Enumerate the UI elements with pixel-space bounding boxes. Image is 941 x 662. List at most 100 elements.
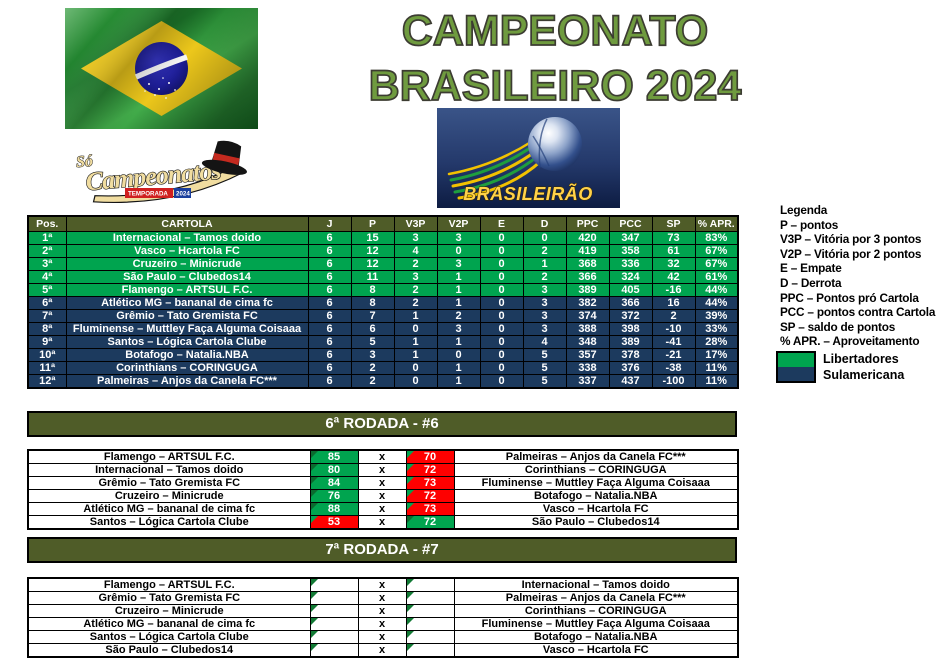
home-score-cell: 53	[309, 515, 359, 530]
e-cell: 0	[479, 295, 524, 310]
away-team-cell: Fluminense – Muttley Faça Alguma Coisaaa	[453, 476, 739, 490]
j-cell: 6	[307, 347, 352, 362]
team-cell: Flamengo – ARTSUL F.C.	[65, 282, 309, 297]
home-team-cell: Internacional – Tamos doido	[27, 463, 311, 477]
ball-icon	[528, 117, 582, 171]
temporada-badge: TEMPORADA 2024	[125, 188, 191, 198]
standings-row: 1ª Internacional – Tamos doido 6 15 3 3 …	[27, 230, 739, 245]
legend-item: P – pontos	[780, 217, 839, 232]
standings-row: 3ª Cruzeiro – Minicrude 6 12 2 3 0 1 368…	[27, 256, 739, 271]
column-header-d: D	[522, 215, 567, 232]
e-cell: 0	[479, 243, 524, 258]
pcc-cell: 376	[608, 360, 653, 375]
sp-cell: -100	[651, 373, 696, 388]
home-team-cell: Flamengo – ARTSUL F.C.	[27, 577, 311, 592]
home-team-cell: Cruzeiro – Minicrude	[27, 489, 311, 503]
pcc-cell: 324	[608, 269, 653, 284]
pos-cell: 8ª	[27, 321, 67, 336]
pcc-cell: 336	[608, 256, 653, 271]
home-score-cell	[309, 617, 359, 631]
zone-swatches	[776, 351, 816, 383]
v3p-cell: 1	[393, 334, 438, 349]
pos-cell: 11ª	[27, 360, 67, 375]
ppc-cell: 389	[565, 282, 610, 297]
round-7-table: Flamengo – ARTSUL F.C. x Internacional –…	[27, 577, 739, 658]
note-triangle-icon	[311, 579, 318, 586]
pos-cell: 7ª	[27, 308, 67, 323]
d-cell: 2	[522, 243, 567, 258]
ppc-cell: 388	[565, 321, 610, 336]
d-cell: 1	[522, 256, 567, 271]
sp-cell: -41	[651, 334, 696, 349]
standings-header-row: Pos. CARTOLA J P V3P V2P E D PPC PCC SP …	[27, 215, 739, 232]
home-team-cell: São Paulo – Clubedos14	[27, 643, 311, 658]
versus-cell: x	[357, 577, 407, 592]
d-cell: 0	[522, 230, 567, 245]
j-cell: 6	[307, 321, 352, 336]
note-triangle-icon	[311, 631, 318, 638]
v2p-cell: 1	[436, 269, 481, 284]
team-cell: Palmeiras – Anjos da Canela FC***	[65, 373, 309, 388]
home-score-cell	[309, 591, 359, 605]
v2p-cell: 2	[436, 308, 481, 323]
away-team-cell: Fluminense – Muttley Faça Alguma Coisaaa	[453, 617, 739, 631]
away-score: 72	[423, 464, 437, 476]
sp-cell: 73	[651, 230, 696, 245]
team-cell: Corinthians – CORINGUGA	[65, 360, 309, 375]
home-team-cell: Grêmio – Tato Gremista FC	[27, 476, 311, 490]
note-triangle-icon	[311, 605, 318, 612]
v3p-cell: 0	[393, 373, 438, 388]
j-cell: 6	[307, 243, 352, 258]
e-cell: 0	[479, 334, 524, 349]
v2p-cell: 1	[436, 295, 481, 310]
ppc-cell: 357	[565, 347, 610, 362]
sp-cell: -21	[651, 347, 696, 362]
e-cell: 0	[479, 360, 524, 375]
versus-cell: x	[357, 489, 407, 503]
note-triangle-icon	[311, 490, 318, 497]
p-cell: 8	[350, 295, 395, 310]
team-cell: Fluminense – Muttley Faça Alguma Coisaaa	[65, 321, 309, 336]
v3p-cell: 3	[393, 269, 438, 284]
column-header-sp: SP	[651, 215, 696, 232]
note-triangle-icon	[407, 579, 414, 586]
match-row: Flamengo – ARTSUL F.C. 85 x 70 Palmeiras…	[27, 449, 739, 464]
home-team-cell: Flamengo – ARTSUL F.C.	[27, 449, 311, 464]
e-cell: 0	[479, 308, 524, 323]
note-triangle-icon	[407, 618, 414, 625]
p-cell: 15	[350, 230, 395, 245]
standings-row: 6ª Atlético MG – bananal de cima fc 6 8 …	[27, 295, 739, 310]
match-row: Internacional – Tamos doido 80 x 72 Cori…	[27, 463, 739, 477]
pcc-cell: 389	[608, 334, 653, 349]
note-triangle-icon	[311, 477, 318, 484]
ppc-cell: 420	[565, 230, 610, 245]
team-cell: Santos – Lógica Cartola Clube	[65, 334, 309, 349]
sp-cell: -16	[651, 282, 696, 297]
versus-cell: x	[357, 476, 407, 490]
top-hat-icon	[201, 140, 247, 175]
sp-cell: -38	[651, 360, 696, 375]
home-score-cell	[309, 577, 359, 592]
sulamericana-label: Sulamericana	[823, 368, 905, 382]
home-team-cell: Grêmio – Tato Gremista FC	[27, 591, 311, 605]
libertadores-swatch	[778, 353, 814, 367]
note-triangle-icon	[407, 516, 414, 523]
p-cell: 12	[350, 256, 395, 271]
away-team-cell: Corinthians – CORINGUGA	[453, 463, 739, 477]
note-triangle-icon	[407, 592, 414, 599]
page-title: CAMPEONATO BRASILEIRO 2024	[340, 6, 770, 111]
standings-row: 10ª Botafogo – Natalia.NBA 6 3 1 0 0 5 3…	[27, 347, 739, 362]
column-header-pos: Pos.	[27, 215, 67, 232]
note-triangle-icon	[311, 592, 318, 599]
match-row: Grêmio – Tato Gremista FC x Palmeiras – …	[27, 591, 739, 605]
d-cell: 3	[522, 321, 567, 336]
standings-row: 11ª Corinthians – CORINGUGA 6 2 0 1 0 5 …	[27, 360, 739, 375]
v2p-cell: 0	[436, 347, 481, 362]
p-cell: 11	[350, 269, 395, 284]
legend-item: PCC – pontos contra Cartola	[780, 305, 936, 320]
pcc-cell: 378	[608, 347, 653, 362]
apr-cell: 11%	[694, 360, 739, 375]
apr-cell: 39%	[694, 308, 739, 323]
d-cell: 3	[522, 308, 567, 323]
